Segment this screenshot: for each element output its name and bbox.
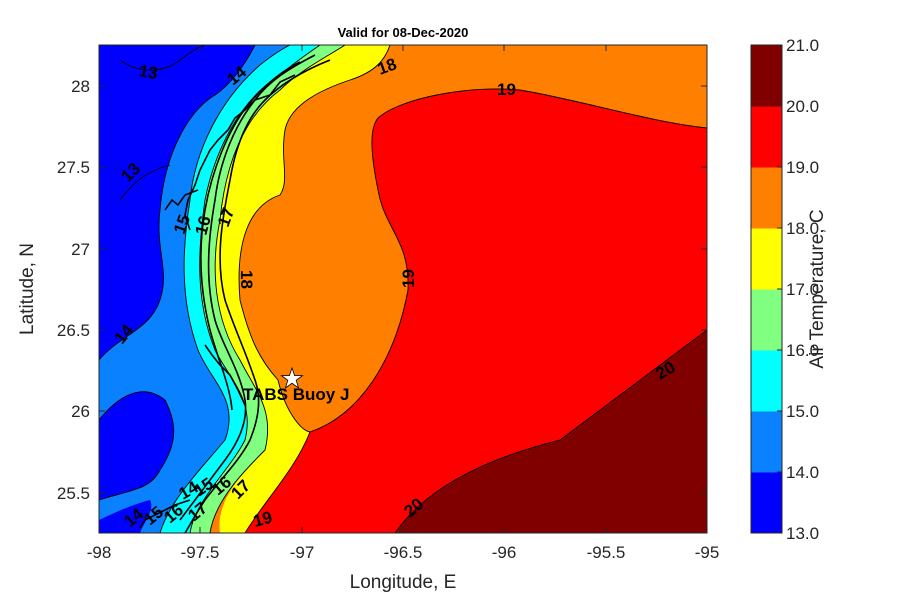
colorbar: 13.0 14.0 15.0 16.0 17.0 18.0 19.0 20.0 21.0 Air…: [750, 36, 828, 543]
x-axis: -98 -97.5 -97 -96.5 -96 -95.5 -95 Longit…: [87, 45, 720, 593]
x-axis-label: Longitude, E: [350, 572, 457, 593]
y-tick-label: 25.5: [57, 484, 90, 503]
x-tick-label: -97: [290, 543, 315, 562]
contour-label: 19: [497, 80, 516, 99]
band-13-14-corner: [99, 500, 152, 533]
y-axis: 25.5 26 26.5 27 27.5 28 Latitude, N: [17, 77, 707, 503]
band-15-16: [160, 45, 320, 533]
band-16-17: [190, 45, 345, 533]
band-13-14-south: [99, 391, 174, 500]
colorbar-tick-label: 17.0: [786, 280, 819, 299]
colorbar-tick-label: 13.0: [786, 524, 819, 543]
colorbar-tick-label: 18.0: [786, 219, 819, 238]
station-marker: TABS Buoy J: [243, 366, 349, 404]
colorbar-tick-label: 21.0: [786, 36, 819, 55]
colorbar-swatch: [751, 228, 782, 290]
x-tick-label: -95.5: [587, 543, 626, 562]
contour-label: 13: [137, 61, 159, 83]
colorbar-tick-label: 16.0: [786, 341, 819, 360]
chart-title: Valid for 08-Dec-2020: [338, 25, 469, 40]
contour-label: 19: [399, 269, 418, 288]
band-14-15: [99, 45, 290, 533]
band-17-18: [215, 45, 390, 533]
contour-label: 19: [251, 508, 274, 531]
x-tick-label: -96: [492, 543, 517, 562]
x-tick-label: -98: [87, 543, 112, 562]
y-tick-label: 27: [71, 240, 90, 259]
y-tick-label: 27.5: [57, 158, 90, 177]
y-tick-label: 28: [71, 77, 90, 96]
coastline: [139, 54, 331, 533]
star-icon: [280, 366, 304, 390]
contour-lines: [99, 45, 707, 533]
colorbar-swatch: [751, 289, 782, 351]
x-tick-label: -96.5: [384, 543, 423, 562]
colorbar-swatch: [751, 350, 782, 412]
band-13-14: [99, 45, 255, 360]
colorbar-swatch: [751, 106, 782, 168]
colorbar-swatch: [751, 411, 782, 473]
station-label: TABS Buoy J: [243, 385, 349, 404]
x-tick-label: -97.5: [181, 543, 220, 562]
colorbar-tick-label: 19.0: [786, 158, 819, 177]
band-20-21: [395, 330, 707, 533]
contour-map: 13 13 14 14 14 15 16 17 15 16 17 18 18 1…: [99, 45, 707, 533]
colorbar-swatch: [751, 167, 782, 229]
y-tick-label: 26: [71, 402, 90, 421]
y-tick-label: 26.5: [57, 321, 90, 340]
colorbar-tick-label: 14.0: [786, 463, 819, 482]
contour-label: 18: [237, 270, 256, 289]
x-tick-label: -95: [695, 543, 720, 562]
y-axis-label: Latitude, N: [17, 243, 38, 335]
colorbar-tick-label: 15.0: [786, 402, 819, 421]
colorbar-swatch: [751, 472, 782, 534]
colorbar-tick-label: 20.0: [786, 97, 819, 116]
contour-label: 16: [192, 214, 215, 237]
colorbar-label: Air Temperature, C: [807, 209, 828, 368]
colorbar-swatch: [751, 45, 782, 107]
